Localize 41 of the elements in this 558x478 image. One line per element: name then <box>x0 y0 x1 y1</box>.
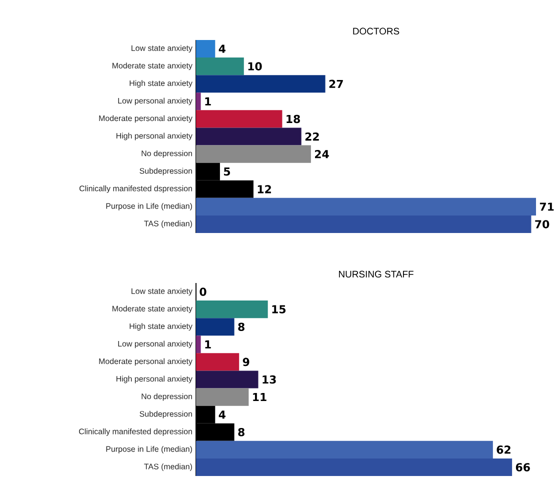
bar <box>196 110 282 128</box>
bar <box>196 300 268 318</box>
data-label: 9 <box>242 358 250 366</box>
data-label: 8 <box>238 322 244 332</box>
bar <box>196 198 536 216</box>
bar <box>196 318 234 336</box>
data-label: 12 <box>258 185 271 194</box>
data-label: 22 <box>305 132 319 141</box>
data-label: 1 <box>205 97 211 106</box>
data-label: 15 <box>272 305 286 314</box>
data-label: 62 <box>496 446 510 454</box>
data-label: 5 <box>224 168 230 176</box>
bar <box>196 440 493 458</box>
data-label: 10 <box>248 62 262 70</box>
bar <box>196 40 216 58</box>
data-label: 24 <box>314 150 329 158</box>
bar <box>196 92 201 110</box>
bar <box>196 145 311 163</box>
data-label: 70 <box>535 220 550 228</box>
data-label: 13 <box>262 375 276 384</box>
bar <box>196 58 244 76</box>
bar <box>196 353 240 371</box>
data-label: 4 <box>218 410 226 419</box>
data-label: 11 <box>253 393 266 402</box>
bar <box>196 458 512 476</box>
data-label: 27 <box>329 80 343 88</box>
data-label: 1 <box>205 340 211 348</box>
bar <box>196 128 302 146</box>
data-label: 0 <box>200 288 206 296</box>
data-label: 8 <box>238 428 244 436</box>
bar <box>196 370 258 388</box>
chart-title: DOCTORS <box>353 28 400 34</box>
data-label: 4 <box>218 44 226 53</box>
bar <box>196 75 326 93</box>
bar <box>196 388 249 406</box>
bar <box>196 336 201 354</box>
chart-title: NURSING STAFF <box>339 270 414 278</box>
data-label: 71 <box>540 202 554 211</box>
bar <box>196 215 532 233</box>
data-label: 18 <box>286 114 300 124</box>
data-label: 66 <box>516 463 530 472</box>
